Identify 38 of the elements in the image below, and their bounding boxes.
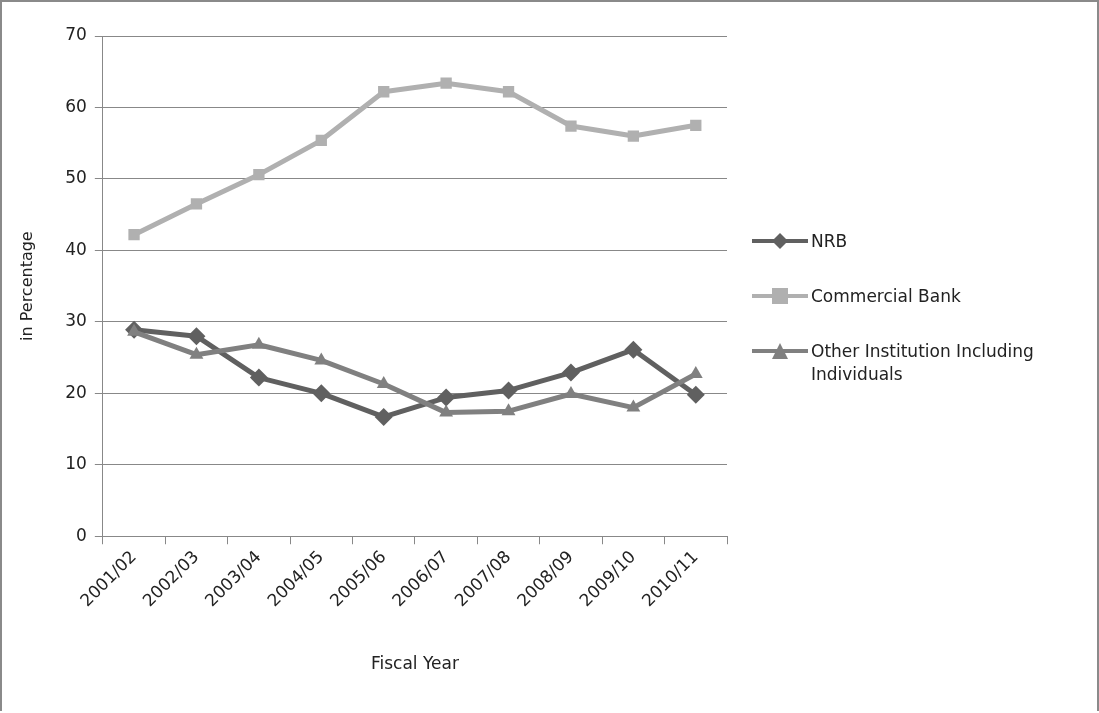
point xyxy=(686,385,705,404)
y-tick-label: 10 xyxy=(65,453,87,474)
y-tick-label: 30 xyxy=(65,310,87,331)
point xyxy=(315,134,327,146)
point xyxy=(501,403,516,416)
point xyxy=(439,404,454,417)
point xyxy=(437,388,456,407)
point xyxy=(378,86,390,98)
point xyxy=(374,407,393,426)
point xyxy=(627,130,640,142)
point xyxy=(690,119,702,131)
legend-label: Other Institution Including Individuals xyxy=(811,340,1035,386)
y-tick-label: 40 xyxy=(65,238,87,259)
point xyxy=(502,86,515,98)
y-tick-label: 50 xyxy=(65,167,87,188)
point xyxy=(249,368,268,387)
x-axis-title: Fiscal Year xyxy=(370,653,459,674)
legend-label: Commercial Bank xyxy=(811,285,961,308)
point xyxy=(565,120,577,132)
point xyxy=(251,336,266,349)
point xyxy=(312,384,331,403)
y-axis-title: in Percentage xyxy=(16,231,36,341)
point xyxy=(440,77,452,89)
y-tick-label: 20 xyxy=(65,381,87,402)
y-tick-label: 0 xyxy=(76,524,87,545)
point xyxy=(561,363,580,382)
legend-label: NRB xyxy=(811,230,848,253)
point xyxy=(189,346,204,359)
point xyxy=(626,399,641,412)
point xyxy=(190,198,203,210)
point xyxy=(624,340,643,359)
point xyxy=(564,386,578,399)
point xyxy=(499,381,518,400)
y-tick-label: 60 xyxy=(65,95,87,116)
point xyxy=(187,327,206,346)
point xyxy=(253,168,265,181)
point xyxy=(128,229,140,241)
y-tick-label: 70 xyxy=(65,24,87,45)
